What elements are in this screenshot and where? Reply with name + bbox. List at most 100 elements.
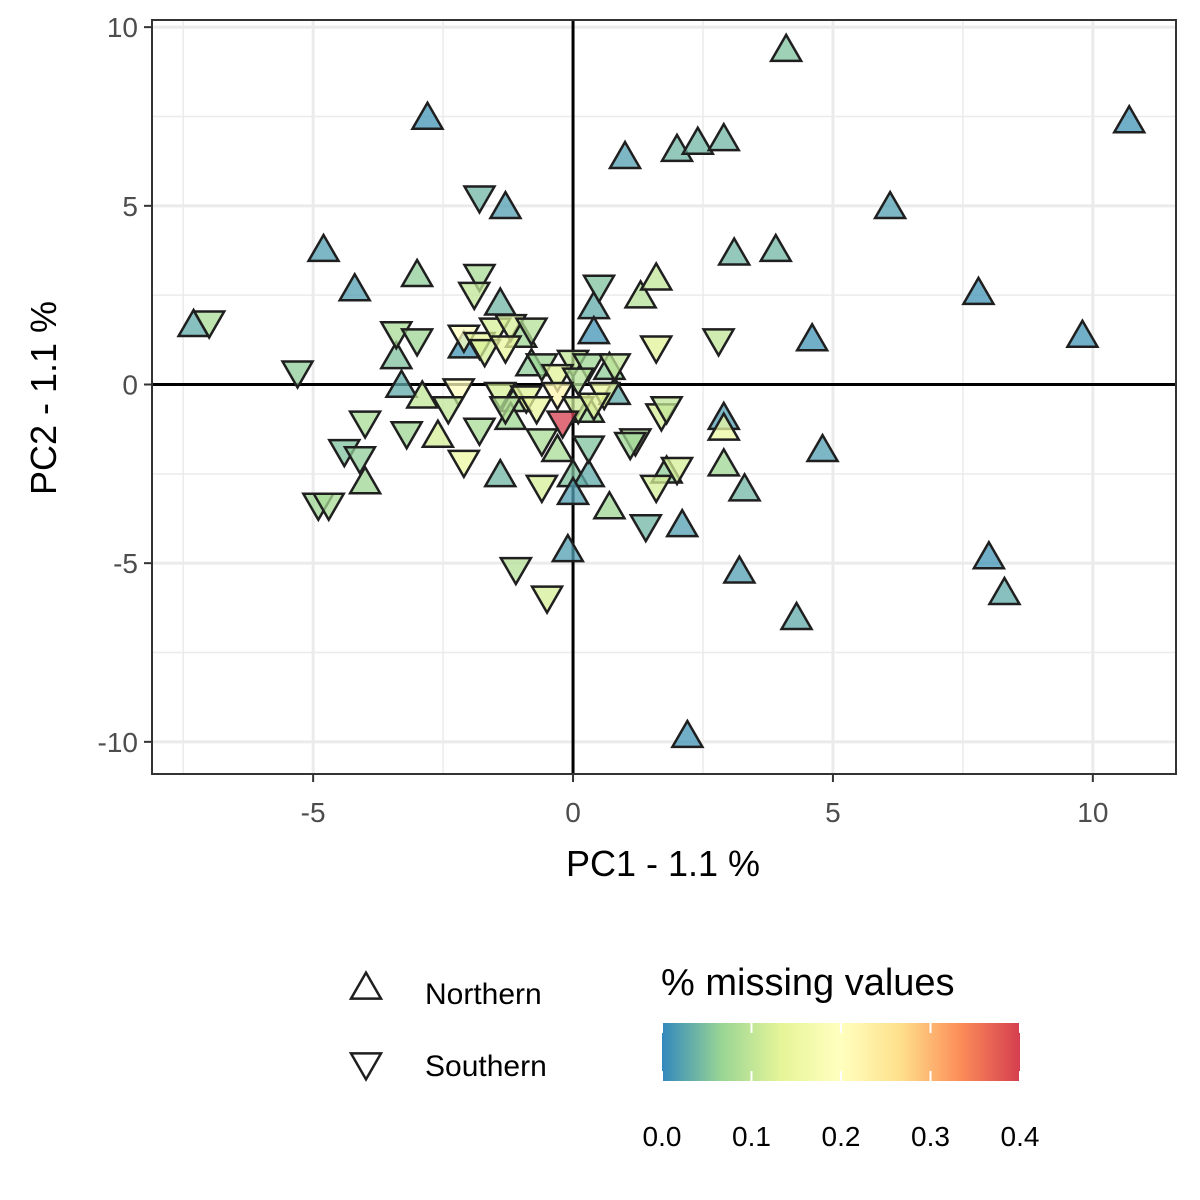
southern-point xyxy=(540,381,575,412)
y-tick-label: 10 xyxy=(107,12,138,43)
northern-point xyxy=(768,32,804,63)
southern-point xyxy=(529,585,565,616)
southern-point xyxy=(462,417,497,448)
southern-point xyxy=(462,263,497,294)
northern-point xyxy=(971,539,1007,570)
colorbar-tick-label: 0.1 xyxy=(732,1121,771,1152)
northern-point xyxy=(665,507,700,538)
northern-point xyxy=(399,257,435,288)
northern-point xyxy=(337,271,372,302)
colorbar-tick-label: 0.4 xyxy=(1001,1121,1040,1152)
southern-point xyxy=(571,435,606,466)
northern-point xyxy=(779,600,814,631)
panel-border xyxy=(151,19,1177,775)
northern-point xyxy=(607,139,643,170)
northern-point xyxy=(1112,103,1147,134)
y-tick-label: -10 xyxy=(98,727,138,758)
southern-point xyxy=(701,328,736,358)
northern-point xyxy=(1065,318,1100,348)
southern-point xyxy=(389,421,424,451)
southern-point xyxy=(431,396,466,426)
southern-point xyxy=(446,449,482,480)
northern-point xyxy=(483,286,518,316)
northern-point xyxy=(347,464,383,495)
northern-point xyxy=(306,232,341,263)
northern-point xyxy=(576,314,611,345)
southern-point xyxy=(399,328,435,358)
northern-point xyxy=(717,236,752,266)
southern-point xyxy=(488,335,523,366)
southern-point xyxy=(659,456,695,487)
northern-point xyxy=(483,457,518,488)
northern-point xyxy=(405,378,440,409)
southern-point xyxy=(639,474,674,505)
color-legend: % missing values 0.0 0.1 0.2 0.3 0.4 xyxy=(643,962,1040,1152)
southern-point xyxy=(639,335,674,366)
southern-point xyxy=(498,556,534,587)
northern-point xyxy=(987,575,1022,606)
southern-point xyxy=(628,513,663,544)
southern-point xyxy=(561,367,596,398)
northern-point xyxy=(758,232,793,263)
northern-point xyxy=(670,718,705,749)
color-legend-title: % missing values xyxy=(661,962,955,1004)
southern-point xyxy=(571,353,606,383)
x-tick-label: 10 xyxy=(1077,797,1108,828)
northern-point xyxy=(550,532,586,563)
southern-point xyxy=(519,396,554,426)
y-tick-label: 0 xyxy=(122,369,138,400)
y-axis-title: PC2 - 1.1 % xyxy=(23,301,64,495)
southern-legend-icon xyxy=(348,1052,384,1082)
colorbar-ticks: 0.0 0.1 0.2 0.3 0.4 xyxy=(643,1023,1040,1152)
southern-point xyxy=(581,274,617,305)
northern-point xyxy=(540,432,575,463)
y-tick-label: 5 xyxy=(122,191,138,222)
shape-legend: Northern Southern xyxy=(348,970,547,1083)
northern-point xyxy=(706,446,741,477)
northern-legend-icon xyxy=(348,970,384,1000)
northern-point xyxy=(555,475,591,506)
legend-label-southern: Southern xyxy=(425,1050,547,1083)
northern-point xyxy=(488,189,523,220)
x-tick-label: 0 xyxy=(565,797,581,828)
x-tick-label: 5 xyxy=(825,797,841,828)
northern-point xyxy=(961,275,996,306)
data-points xyxy=(176,32,1147,749)
southern-point xyxy=(576,392,611,423)
y-axis-ticks: 10 5 0 -5 -10 xyxy=(98,12,152,758)
colorbar-tick-label: 0.0 xyxy=(643,1121,682,1152)
northern-point xyxy=(805,432,840,463)
southern-point xyxy=(524,474,560,505)
southern-point xyxy=(441,378,476,408)
northern-point xyxy=(592,489,627,520)
northern-point xyxy=(727,471,762,502)
northern-point xyxy=(384,368,419,398)
southern-point xyxy=(192,310,227,340)
colorbar-tick-label: 0.2 xyxy=(822,1121,861,1152)
southern-point xyxy=(311,492,346,523)
southern-point xyxy=(545,410,580,441)
northern-point xyxy=(872,189,908,220)
southern-point xyxy=(514,317,549,348)
southern-point xyxy=(597,353,632,383)
northern-point xyxy=(680,125,715,155)
southern-point xyxy=(649,396,684,426)
southern-point xyxy=(488,396,523,426)
southern-point xyxy=(342,446,378,476)
northern-point xyxy=(794,321,830,352)
x-axis-ticks: -5 0 5 10 xyxy=(301,774,1108,828)
northern-point xyxy=(571,457,606,488)
x-tick-label: -5 xyxy=(301,797,326,828)
northern-point xyxy=(623,278,658,309)
northern-point xyxy=(722,554,757,584)
northern-point xyxy=(379,339,414,370)
southern-point xyxy=(483,381,518,412)
y-tick-label: -5 xyxy=(113,548,138,579)
colorbar-tick-label: 0.3 xyxy=(911,1121,950,1152)
northern-point xyxy=(639,261,674,291)
southern-point xyxy=(347,410,383,441)
northern-point xyxy=(410,100,445,130)
southern-point xyxy=(524,428,560,458)
southern-point xyxy=(280,360,315,391)
